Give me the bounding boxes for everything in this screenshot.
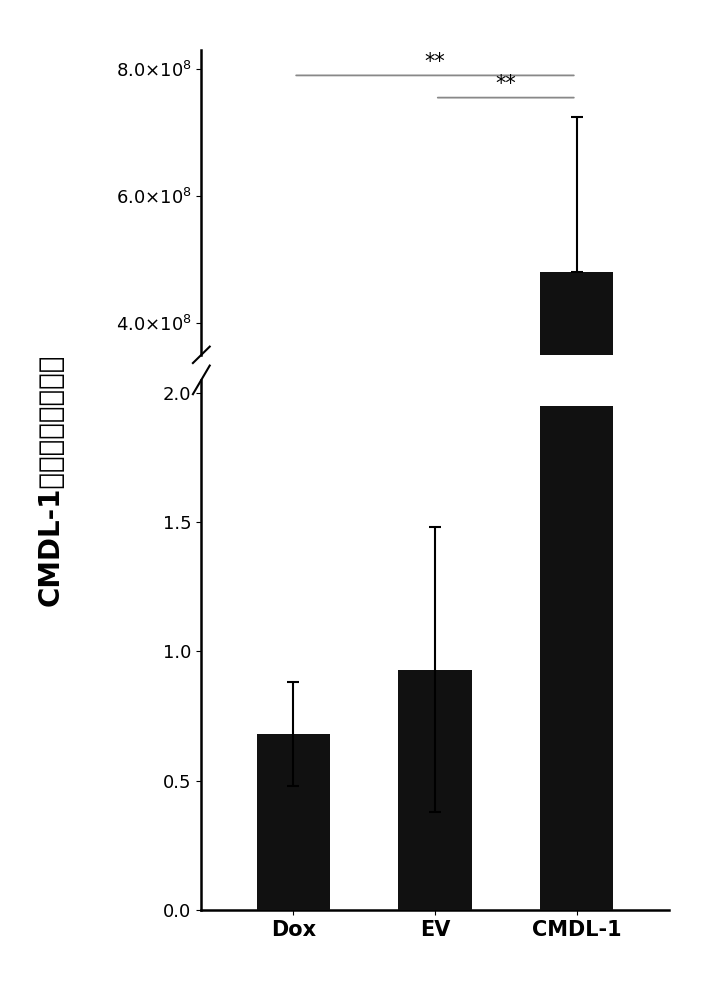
- Bar: [398, 670, 472, 910]
- Text: **: **: [495, 74, 516, 94]
- Text: CMDL-1表达水平倍数变化: CMDL-1表达水平倍数变化: [37, 354, 64, 606]
- Bar: [257, 734, 330, 910]
- Bar: [540, 272, 613, 577]
- Bar: [540, 406, 613, 910]
- Text: **: **: [425, 52, 445, 72]
